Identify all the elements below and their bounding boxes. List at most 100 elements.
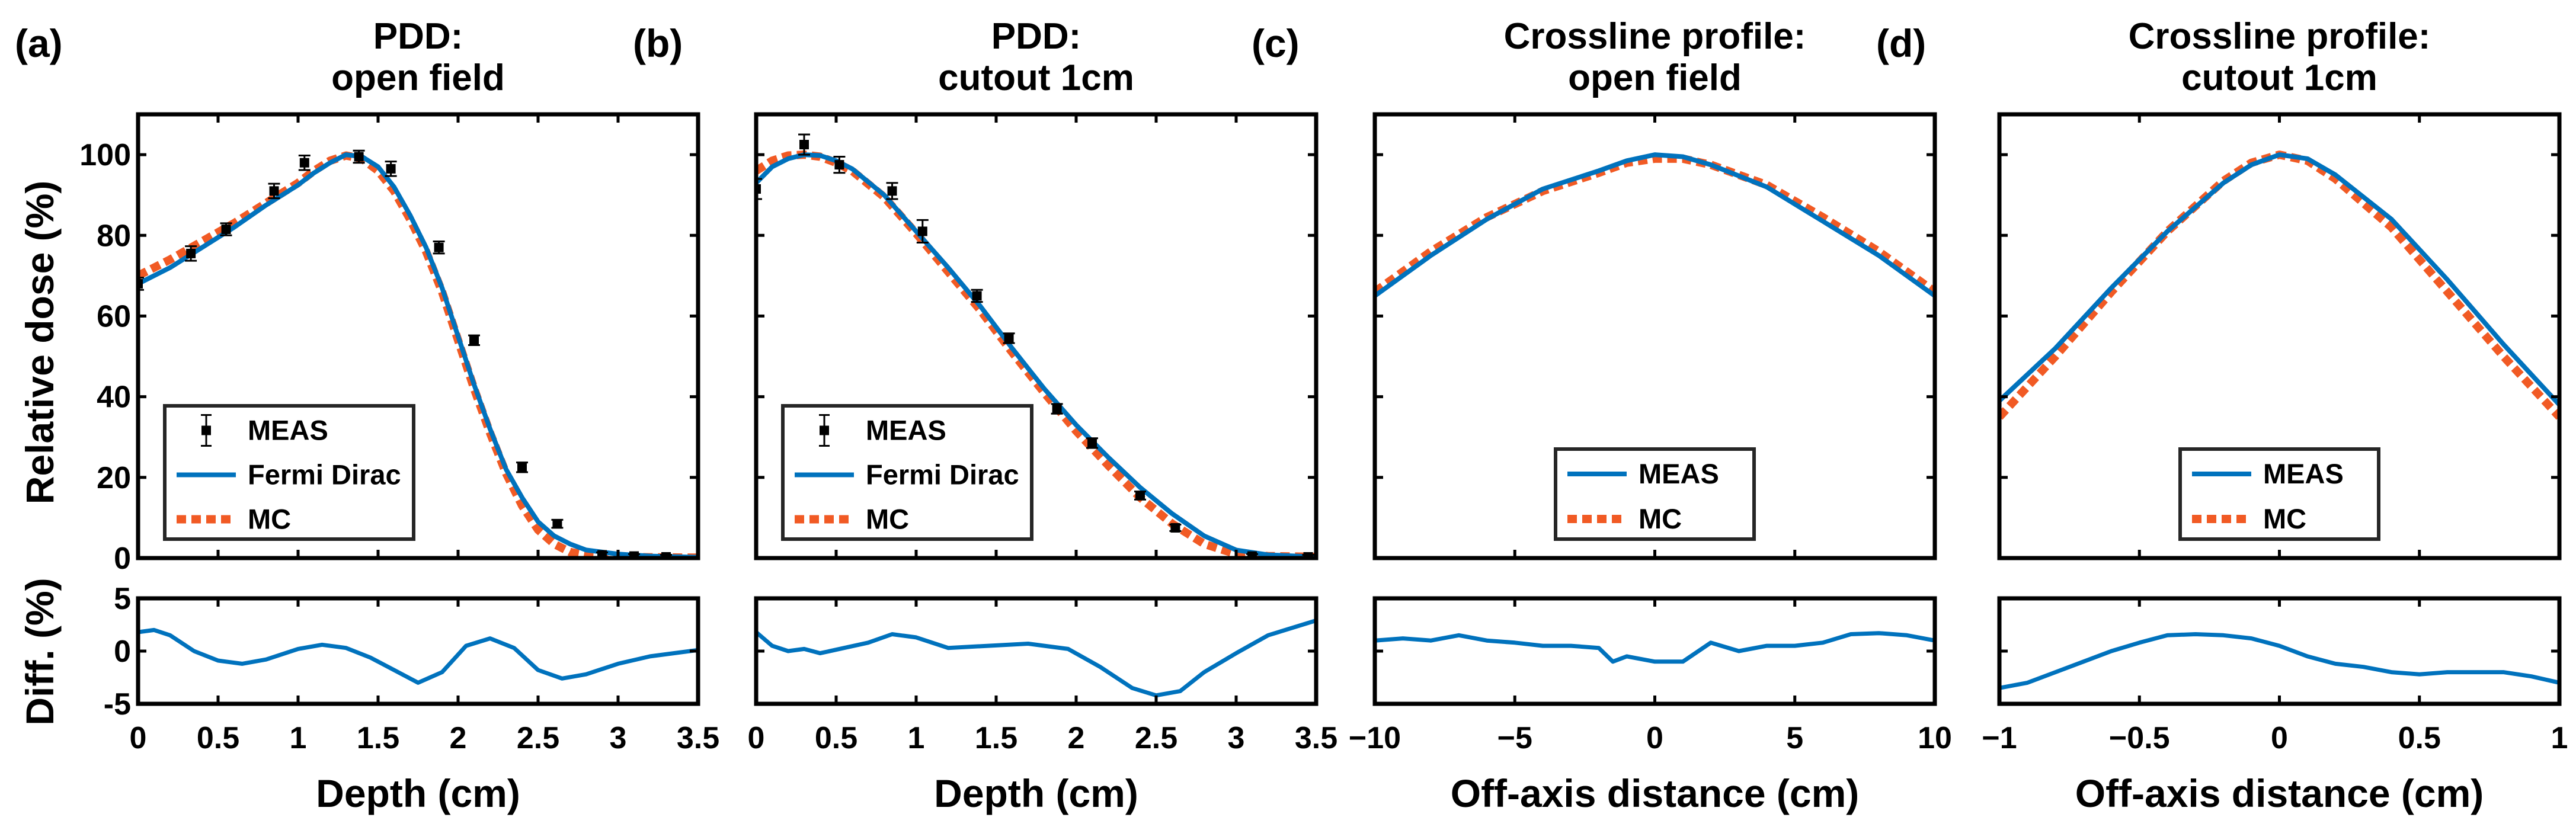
x-tick-label: −5 — [1497, 721, 1532, 755]
meas-point — [552, 519, 562, 529]
legend-entry-label: Fermi Dirac — [248, 459, 401, 491]
y-tick-label: 60 — [97, 299, 131, 334]
x-axis-label: Off-axis distance (cm) — [1451, 771, 1860, 815]
panel-title-line: open field — [331, 57, 505, 98]
meas-point — [186, 248, 196, 258]
legend-entry-label: MC — [2263, 503, 2306, 534]
diff-y-tick-label: 5 — [114, 582, 131, 616]
diff-line — [138, 627, 698, 685]
meas-point — [299, 158, 309, 168]
x-tick-label: 1 — [290, 721, 307, 755]
diff-line — [1375, 631, 1935, 664]
meas-point — [756, 184, 761, 194]
x-tick-label: 3 — [1228, 721, 1245, 755]
diff-line — [1999, 632, 2559, 690]
x-tick-label: 2.5 — [1135, 721, 1177, 755]
x-axis-label: Depth (cm) — [934, 771, 1138, 815]
panel-title-line: PDD: — [373, 16, 463, 57]
x-tick-label: 1 — [2551, 721, 2568, 755]
y-tick-label: 40 — [97, 380, 131, 415]
diff-y-tick-label: -5 — [104, 687, 131, 722]
panel-letter: (b) — [633, 21, 683, 65]
x-axis-label: Off-axis distance (cm) — [2075, 771, 2484, 815]
legend-meas-marker — [201, 425, 211, 435]
y-axis-label-relative-dose: Relative dose (%) — [18, 181, 62, 505]
panel-b: (b) PDD:cutout 1cm MEAS Fermi Dirac MC 0 0.5 1 1… — [633, 16, 1337, 815]
panel-title-line: cutout 1cm — [938, 57, 1134, 98]
meas-point — [1004, 333, 1014, 343]
x-tick-label: 3.5 — [677, 721, 719, 755]
y-axis-label-diff: Diff. (%) — [18, 578, 62, 725]
x-tick-label: 1 — [908, 721, 925, 755]
x-tick-label: 3.5 — [1295, 721, 1337, 755]
panel-c: (c) Crossline profile:open field MEAS MC −10… — [1252, 16, 1952, 815]
legend-box — [1554, 447, 1756, 541]
panel-title-line: Crossline profile: — [2129, 16, 2431, 57]
meas-point — [1170, 523, 1180, 533]
plot-area — [756, 133, 1316, 558]
meas-point — [1303, 552, 1313, 558]
meas-point — [1135, 491, 1145, 501]
x-tick-label: 1.5 — [975, 721, 1017, 755]
legend-box — [2178, 447, 2380, 541]
x-tick-label: 10 — [1918, 721, 1952, 755]
meas-point — [138, 278, 143, 289]
legend-entry-label: MC — [1639, 503, 1682, 534]
meas-point — [834, 160, 844, 170]
x-tick-label: 0.5 — [2398, 721, 2441, 755]
series-meas-points — [756, 133, 1314, 558]
series-meas-line — [1375, 152, 1935, 298]
x-tick-label: 0 — [748, 721, 765, 755]
y-tick-label: 0 — [114, 541, 131, 576]
x-tick-label: 2.5 — [517, 721, 559, 755]
diff-plot-area — [756, 619, 1316, 698]
x-tick-label: 0 — [2271, 721, 2288, 755]
meas-point — [661, 552, 671, 558]
legend: MEAS Fermi Dirac MC — [163, 404, 415, 541]
main-axes-frame — [136, 112, 700, 560]
plot-area — [1375, 152, 1935, 298]
meas-point — [799, 140, 809, 150]
legend: MEAS Fermi Dirac MC — [781, 404, 1033, 541]
panel-letter: (a) — [15, 21, 63, 65]
meas-point — [517, 462, 527, 472]
legend-entry-label: MEAS — [866, 415, 946, 446]
x-tick-label: 2 — [1068, 721, 1085, 755]
meas-point — [1247, 551, 1257, 558]
legend-entry-label: MC — [866, 504, 909, 535]
meas-point — [354, 152, 364, 162]
series-meas-line — [1999, 152, 2559, 407]
x-tick-label: 1.5 — [357, 721, 399, 755]
meas-point — [1052, 404, 1062, 414]
y-tick-label: 100 — [79, 138, 131, 172]
x-tick-label: 2 — [450, 721, 467, 755]
x-tick-label: 5 — [1786, 721, 1803, 755]
series-fermi-dirac-line — [138, 152, 698, 558]
meas-point — [221, 225, 231, 235]
legend-entry-label: Fermi Dirac — [866, 459, 1019, 491]
series-meas-points — [138, 149, 672, 558]
legend: MEAS MC — [1554, 447, 1756, 541]
meas-point — [269, 186, 279, 196]
diff-y-tick-label: 0 — [114, 634, 131, 669]
legend-entry-label: MC — [248, 504, 291, 535]
meas-point — [629, 551, 639, 558]
diff-line — [756, 619, 1316, 698]
diff-plot-area — [1375, 631, 1935, 664]
x-tick-label: −10 — [1349, 721, 1401, 755]
y-tick-label: 80 — [97, 219, 131, 253]
main-axes-frame — [754, 112, 1319, 560]
panel-letter: (d) — [1876, 21, 1926, 65]
plot-area — [1999, 150, 2559, 420]
meas-point — [917, 226, 927, 236]
x-tick-label: −0.5 — [2109, 721, 2170, 755]
legend-entry-label: MEAS — [1639, 458, 1719, 489]
panel-title-line: open field — [1568, 57, 1742, 98]
panel-title-line: Crossline profile: — [1504, 16, 1806, 57]
x-tick-label: 3 — [610, 721, 627, 755]
x-tick-label: 0 — [1646, 721, 1663, 755]
legend-entry-label: MEAS — [248, 415, 328, 446]
